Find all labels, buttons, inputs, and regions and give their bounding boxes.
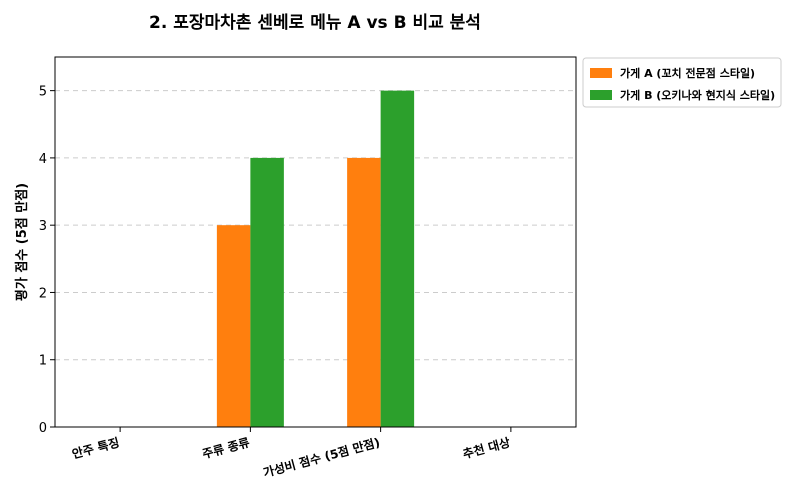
bar-b	[380, 90, 415, 428]
x-tick-label: 추천 대상	[461, 434, 512, 461]
y-tick-label: 2	[39, 286, 47, 301]
legend-label: 가게 B (오키나와 현지식 스타일)	[620, 88, 775, 102]
y-tick-label: 3	[39, 219, 47, 234]
x-tick-label: 주류 종류	[201, 435, 251, 461]
legend: 가게 A (꼬치 전문점 스타일) 가게 B (오키나와 현지식 스타일)	[582, 57, 782, 108]
x-tick-label: 안주 특징	[70, 434, 121, 461]
legend-swatch	[590, 68, 612, 78]
bar-a	[216, 225, 251, 427]
y-tick-label: 4	[39, 152, 47, 167]
legend-frame	[582, 57, 782, 108]
y-tick-label: 1	[39, 354, 47, 369]
y-axis-label: 평가 점수 (5점 만점)	[14, 183, 30, 301]
bars	[216, 90, 415, 428]
legend-swatch	[590, 90, 612, 100]
grid	[55, 90, 576, 361]
y-axis-ticks: 0 1 2 3 4 5	[39, 85, 55, 436]
bar-a	[347, 157, 381, 427]
x-tick-label: 가성비 점수 (5점 만점)	[261, 434, 381, 480]
chart-title: 2. 포장마차촌 센베로 메뉴 A vs B 비교 분석	[149, 13, 481, 33]
plot-frame	[54, 56, 577, 428]
legend-label: 가게 A (꼬치 전문점 스타일)	[620, 66, 755, 80]
y-tick-label: 5	[39, 85, 47, 100]
x-axis-ticks: 안주 특징 주류 종류 가성비 점수 (5점 만점) 추천 대상	[70, 427, 512, 480]
bar-b	[250, 157, 284, 427]
y-tick-label: 0	[39, 421, 47, 436]
